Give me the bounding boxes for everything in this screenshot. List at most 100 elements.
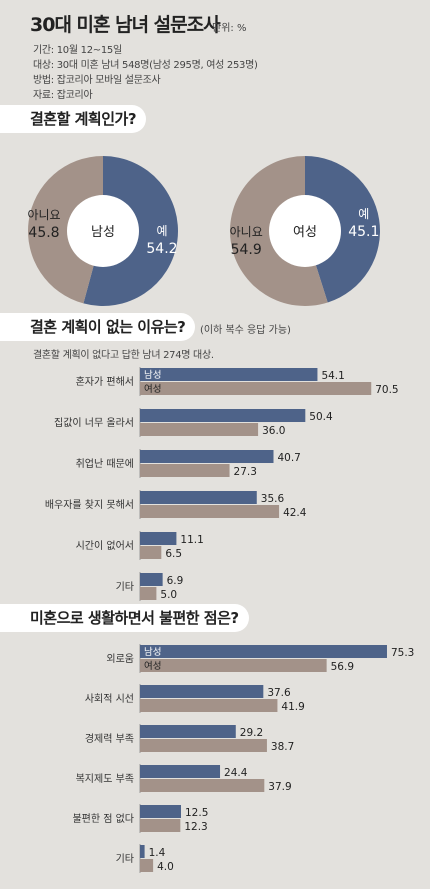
- bar-group: 외로움 75.3 남성 56.9 여성: [106, 644, 414, 673]
- category-label: 외로움: [106, 653, 134, 665]
- section-title: 결혼할 계획인가?: [0, 105, 147, 133]
- category-label: 취업난 때문에: [76, 457, 134, 470]
- value-label: 36.0: [262, 425, 285, 437]
- pie-slice: [27, 156, 103, 304]
- pie-slice: [305, 156, 380, 303]
- section-marriage-plan: 결혼할 계획인가? 예 54.2 아니요 45.8 남성 예 45.1 아니요 54.9 여성: [0, 105, 430, 306]
- value-label: 12.3: [184, 821, 207, 833]
- bar-male: [140, 450, 274, 463]
- section-single-inconveniences: 미혼으로 생활하면서 불편한 점은? 외로움 75.3 남성 56.9 여성 사회적 시선…: [0, 604, 430, 884]
- survey-method: 방법: 잡코리아 모바일 설문조사: [33, 75, 161, 86]
- value-label: 29.2: [240, 727, 263, 739]
- bar-male: [140, 368, 318, 381]
- value-label: 42.4: [283, 507, 307, 519]
- section-title: 미혼으로 생활하면서 불편한 점은?: [0, 604, 249, 632]
- donut-center-label: 여성: [293, 225, 317, 240]
- donut-hole: [67, 195, 139, 267]
- value-label: 37.9: [268, 781, 291, 793]
- value-label: 37.6: [267, 687, 291, 699]
- series-label: 남성: [144, 647, 161, 658]
- bar-male: [140, 532, 177, 545]
- value-label: 56.9: [331, 661, 354, 673]
- category-label: 사회적 시선: [85, 693, 134, 705]
- bar-female: [140, 699, 278, 712]
- section-title: 결혼 계획이 없는 이유는?: [0, 313, 196, 341]
- bar-female: [140, 779, 265, 792]
- bar-male: [140, 645, 387, 658]
- bar-group: 기타 6.9 5.0: [116, 572, 184, 601]
- value-label: 40.7: [277, 452, 300, 464]
- bar-male: [140, 805, 181, 818]
- value-label: 35.6: [261, 493, 285, 505]
- slice-value: 45.8: [28, 225, 59, 241]
- series-label: 남성: [144, 370, 161, 381]
- value-label: 4.0: [157, 861, 174, 873]
- bar-group: 불편한 점 없다 12.5 12.3: [72, 804, 208, 833]
- bar-group: 사회적 시선 37.6 41.9: [85, 684, 305, 713]
- value-label: 50.4: [309, 411, 333, 423]
- bar-male: [140, 765, 221, 778]
- section-subtitle: 결혼할 계획이 없다고 답한 남녀 274명 대상.: [33, 350, 214, 361]
- category-label: 복지제도 부족: [76, 773, 134, 785]
- bar-female: [140, 464, 230, 477]
- bar-male: [140, 491, 257, 504]
- data-source: 자료: 잡코리아: [33, 90, 93, 101]
- category-label: 불편한 점 없다: [72, 812, 134, 825]
- bar-female: [140, 423, 259, 436]
- bar-group: 경제력 부족 29.2 38.7: [85, 724, 294, 753]
- section-note: (이하 복수 응답 가능): [200, 325, 291, 336]
- category-label: 혼자가 편해서: [76, 375, 134, 388]
- bar-male: [140, 409, 306, 422]
- category-label: 시간이 없어서: [76, 539, 134, 552]
- category-label: 기타: [116, 853, 134, 865]
- bar-group: 집값이 너무 올라서 50.4 36.0: [54, 408, 333, 437]
- value-label: 6.9: [167, 575, 184, 587]
- value-label: 70.5: [375, 384, 398, 396]
- slice-label: 아니요: [27, 208, 60, 222]
- bar-female: [140, 546, 162, 559]
- pie-charts: 예 54.2 아니요 45.8 남성 예 45.1 아니요 54.9 여성: [27, 156, 380, 306]
- value-label: 27.3: [234, 466, 257, 478]
- series-label: 여성: [144, 383, 161, 395]
- bar-group: 기타 1.4 4.0: [116, 844, 174, 873]
- donut-chart-1: 예 54.2 아니요 45.8 남성: [27, 156, 178, 306]
- donut-chart-2: 예 45.1 아니요 54.9 여성: [230, 156, 380, 306]
- slice-value: 54.9: [231, 242, 262, 258]
- bar-male: [140, 725, 236, 738]
- bar-group: 혼자가 편해서 54.1 남성 70.5 여성: [76, 367, 399, 396]
- bar-group: 배우자를 찾지 못해서 35.6 42.4: [45, 490, 307, 519]
- section-no-marriage-reasons: 결혼 계획이 없는 이유는? (이하 복수 응답 가능) 결혼할 계획이 없다고…: [0, 313, 430, 613]
- bar-male: [140, 573, 163, 586]
- bar-female: [140, 819, 181, 832]
- value-label: 12.5: [185, 807, 208, 819]
- bar-female: [140, 382, 372, 395]
- value-label: 5.0: [160, 589, 177, 601]
- value-label: 54.1: [321, 370, 344, 382]
- survey-target: 대상: 30대 미혼 남녀 548명(남성 295명, 여성 253명): [33, 60, 258, 71]
- value-label: 41.9: [281, 701, 304, 713]
- bar-male: [140, 685, 264, 698]
- value-label: 38.7: [271, 741, 294, 753]
- bar-female: [140, 739, 267, 752]
- slice-value: 54.2: [146, 241, 177, 257]
- bar-female: [140, 505, 280, 518]
- bar-female: [140, 587, 157, 600]
- bar-male: [140, 845, 145, 858]
- page-title: 30대 미혼 남녀 설문조사: [30, 14, 221, 36]
- slice-label: 예: [358, 207, 369, 221]
- bar-group: 취업난 때문에 40.7 27.3: [76, 449, 301, 478]
- value-label: 11.1: [180, 534, 203, 546]
- category-label: 경제력 부족: [85, 732, 134, 745]
- bar-group: 시간이 없어서 11.1 6.5: [76, 531, 204, 560]
- survey-period: 기간: 10월 12~15일: [33, 45, 122, 56]
- donut-hole: [269, 195, 341, 267]
- value-label: 1.4: [149, 847, 166, 859]
- bar-group: 복지제도 부족 24.4 37.9: [76, 764, 292, 793]
- slice-value: 45.1: [348, 224, 379, 240]
- donut-center-label: 남성: [91, 225, 115, 240]
- value-label: 6.5: [165, 548, 182, 560]
- value-label: 24.4: [224, 767, 248, 779]
- bar-female: [140, 659, 327, 672]
